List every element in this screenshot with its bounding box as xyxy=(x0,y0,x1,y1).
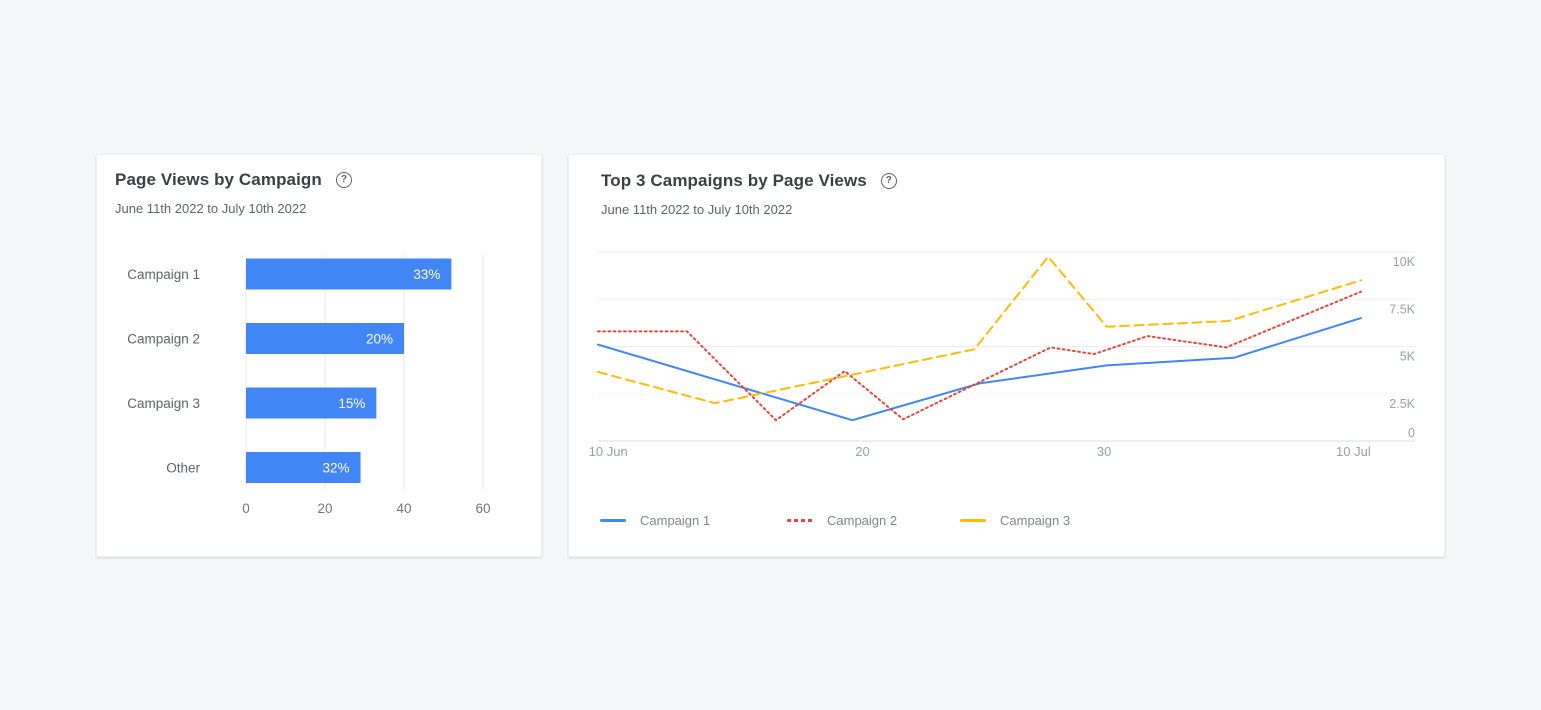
bar-value-label: 15% xyxy=(338,396,365,411)
series-line-campaign-2[interactable] xyxy=(597,290,1362,422)
card-title: Top 3 Campaigns by Page Views xyxy=(601,171,867,190)
help-icon[interactable]: ? xyxy=(335,172,352,188)
legend-swatch-campaign-1 xyxy=(600,519,626,522)
y-tick-label: 10K xyxy=(1393,255,1416,269)
series-line-campaign-3[interactable] xyxy=(597,255,1362,405)
card-title: Page Views by Campaign xyxy=(115,170,322,189)
y-tick-label: 7.5K xyxy=(1389,302,1415,316)
line-chart: 0 2.5K 5K 7.5K 10K 10 Jun 20 30 10 Jul xyxy=(589,251,1416,459)
legend-item-campaign-1[interactable]: Campaign 1 xyxy=(600,513,710,528)
bar-value-label: 32% xyxy=(323,461,350,476)
x-tick-label: 20 xyxy=(317,501,332,516)
legend-item-campaign-2[interactable]: Campaign 2 xyxy=(787,513,897,528)
bar-campaign-1[interactable] xyxy=(246,258,452,290)
x-tick-label: 30 xyxy=(1097,444,1111,459)
legend-label: Campaign 1 xyxy=(640,513,711,528)
category-label: Campaign 3 xyxy=(127,396,200,411)
bar-value-label: 20% xyxy=(366,332,393,347)
x-tick-label: 10 Jun xyxy=(589,444,628,459)
legend-label: Campaign 2 xyxy=(827,513,898,528)
category-label: Other xyxy=(166,461,200,476)
y-tick-label: 5K xyxy=(1400,350,1416,364)
x-tick-label: 60 xyxy=(475,501,490,516)
chart-legend: Campaign 1 Campaign 2 Campaign 3 xyxy=(569,513,1444,537)
bar-campaign-3[interactable] xyxy=(246,387,377,419)
legend-swatch-campaign-3 xyxy=(960,519,986,522)
date-range-subtitle: June 11th 2022 to July 10th 2022 xyxy=(601,202,793,217)
x-tick-label: 20 xyxy=(855,444,869,459)
category-label: Campaign 1 xyxy=(127,267,200,282)
x-tick-label: 0 xyxy=(242,501,250,516)
date-range-subtitle: June 11th 2022 to July 10th 2022 xyxy=(115,201,307,216)
bar-chart: 33% Campaign 1 20% Campaign 2 15% Campaign 3 3… xyxy=(127,255,491,516)
legend-label: Campaign 3 xyxy=(1000,513,1071,528)
x-tick-label: 10 Jul xyxy=(1336,444,1371,459)
bar-campaign-2[interactable] xyxy=(246,323,404,354)
series-line-campaign-1[interactable] xyxy=(597,317,1362,422)
bar-value-label: 33% xyxy=(413,267,440,282)
category-label: Campaign 2 xyxy=(127,332,200,347)
bar-other[interactable] xyxy=(246,452,361,483)
legend-swatch-campaign-2 xyxy=(787,519,813,522)
legend-item-campaign-3[interactable]: Campaign 3 xyxy=(960,513,1070,528)
card-header: Page Views by Campaign ? xyxy=(115,170,352,190)
y-tick-label: 2.5K xyxy=(1389,397,1415,411)
y-tick-label: 0 xyxy=(1408,426,1415,440)
x-tick-label: 40 xyxy=(396,501,411,516)
page-views-by-campaign-card: Page Views by Campaign ? June 11th 2022 … xyxy=(96,154,542,557)
top-3-campaigns-card: Top 3 Campaigns by Page Views ? June 11t… xyxy=(568,154,1445,557)
card-header: Top 3 Campaigns by Page Views ? xyxy=(601,171,897,191)
help-icon[interactable]: ? xyxy=(880,173,897,189)
